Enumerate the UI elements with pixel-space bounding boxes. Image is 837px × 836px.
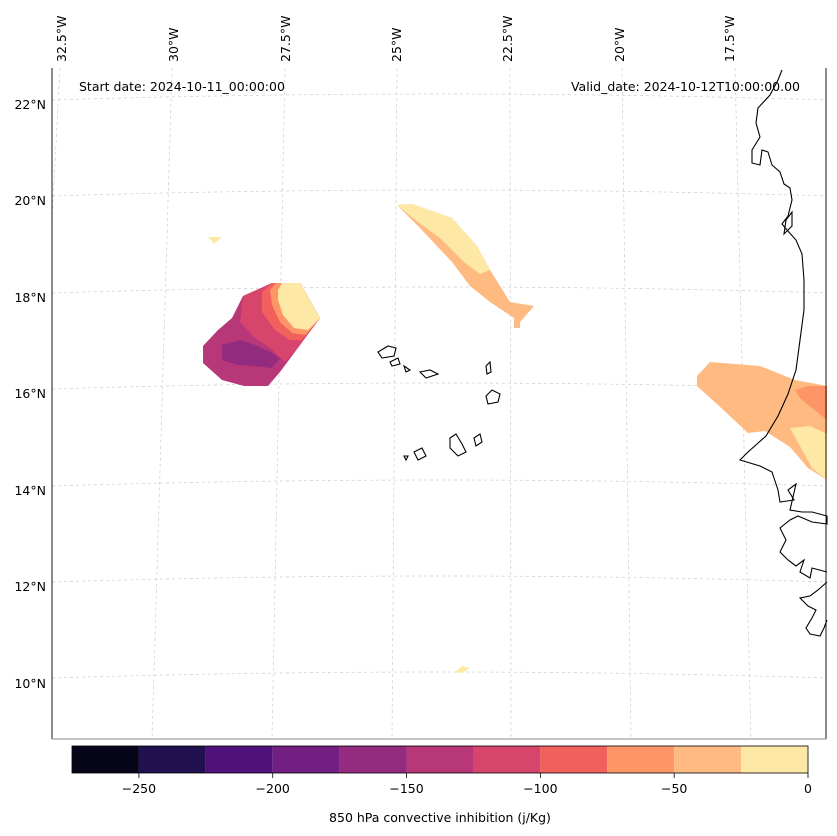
colorbar-tick-label: −150 — [389, 781, 423, 796]
longitude-label: 32.5°W — [54, 16, 69, 62]
colorbar-tick-label: −200 — [256, 781, 290, 796]
latitude-label: 10°N — [14, 676, 46, 691]
colorbar-bin — [72, 746, 139, 773]
colorbar-tick-label: 0 — [804, 781, 812, 796]
coastline — [738, 69, 828, 637]
latitude-label: 16°N — [14, 386, 46, 401]
colorbar-frame — [71, 745, 809, 774]
map-area — [52, 68, 827, 739]
cin-patch-east — [697, 362, 827, 480]
latitude-label: 14°N — [14, 483, 46, 498]
latitude-label: 18°N — [14, 290, 46, 305]
cape-verde-islands — [377, 345, 501, 462]
longitude-labels: 32.5°W 30°W 27.5°W 25°W 22.5°W 20°W 17.5°W — [54, 16, 737, 62]
latitude-label: 12°N — [14, 579, 46, 594]
longitude-label: 27.5°W — [278, 16, 293, 62]
longitude-label: 17.5°W — [722, 16, 737, 62]
valid-date-label: Valid_date: 2024-10-12T10:00:00.00 — [571, 79, 800, 94]
start-date-label: Start date: 2024-10-11_00:00:00 — [79, 79, 285, 94]
colorbar-tick-label: −100 — [523, 781, 557, 796]
colorbar-bin — [607, 746, 675, 773]
colorbar-tick-label: −50 — [661, 781, 687, 796]
colorbar — [72, 746, 808, 773]
cin-patch-center — [397, 204, 534, 673]
colorbar-tick-label: −250 — [122, 781, 156, 796]
longitude-label: 25°W — [389, 27, 404, 62]
map-frame — [51, 68, 827, 740]
longitude-label: 30°W — [166, 27, 181, 62]
graticule — [51, 67, 828, 740]
colorbar-bin — [272, 746, 340, 773]
longitude-label: 20°W — [612, 27, 627, 62]
latitude-label: 22°N — [14, 97, 46, 112]
latitude-label: 20°N — [14, 193, 46, 208]
colorbar-ticks: −250 −200 −150 −100 −50 0 — [122, 773, 812, 796]
longitude-label: 22.5°W — [500, 16, 515, 62]
colorbar-bin — [406, 746, 474, 773]
colorbar-bin — [138, 746, 206, 773]
colorbar-bin — [473, 746, 541, 773]
colorbar-label: 850 hPa convective inhibition (j/Kg) — [329, 810, 551, 825]
latitude-labels: 22°N 20°N 18°N 16°N 14°N 12°N 10°N — [14, 97, 46, 691]
colorbar-bin — [339, 746, 407, 773]
colorbar-bin — [540, 746, 608, 773]
cin-patch-west — [203, 237, 320, 386]
colorbar-bin — [674, 746, 742, 773]
colorbar-bin — [741, 746, 808, 773]
colorbar-bin — [205, 746, 273, 773]
